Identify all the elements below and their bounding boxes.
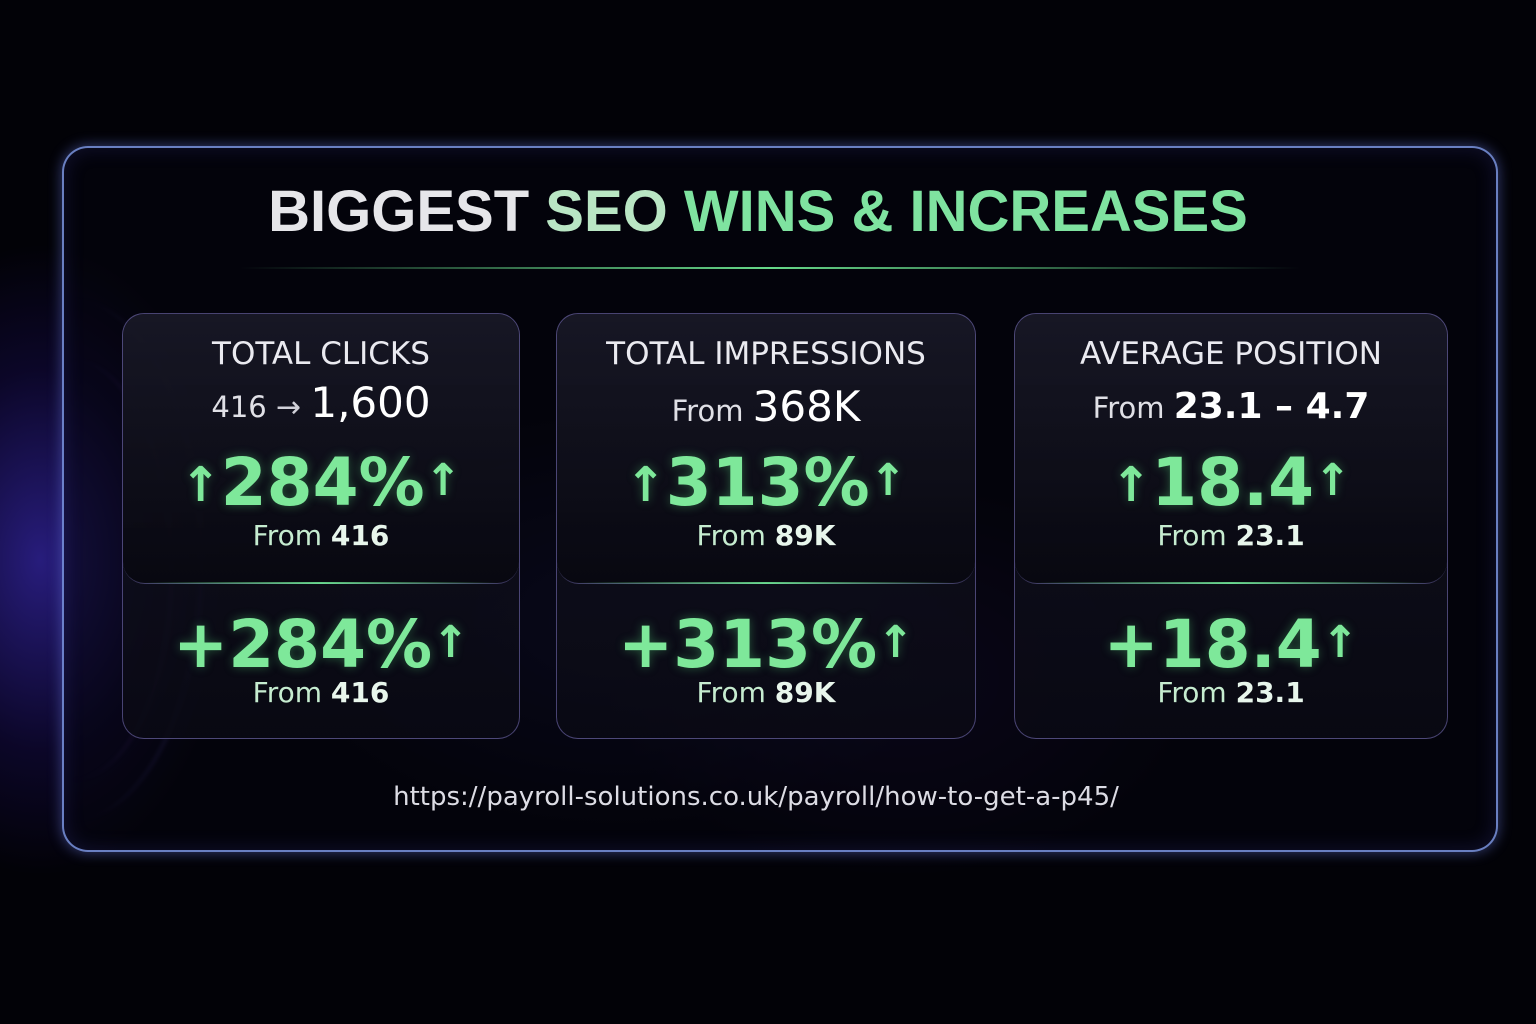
card-label: TOTAL IMPRESSIONS [606,336,926,372]
up-arrow-icon: ↑ [1321,617,1359,668]
top-value: 313% [665,444,870,521]
from-label: From [696,519,766,552]
sub-prefix: From [1092,391,1165,425]
card-divider [1035,582,1427,584]
sub-value: 368K [752,382,861,431]
card-top-from: From 23.1 [1015,519,1447,552]
card-top-section [557,314,975,584]
card-total-clicks: TOTAL CLICKS 416 → 1,600 ↑284%↑ From 416… [122,313,520,739]
title-part-2: SEO [545,179,684,244]
from-label: From [252,676,322,709]
card-subvalue: From 368K [557,382,975,431]
card-top-percent: ↑284%↑ [123,444,519,521]
from-label: From [1157,676,1227,709]
from-value: 89K [774,676,836,709]
card-top-percent: ↑18.4↑ [1015,444,1447,521]
bottom-value: +313% [617,606,878,683]
sub-value: 23.1 – 4.7 [1173,386,1370,427]
from-value: 23.1 [1235,519,1305,552]
from-value: 416 [330,676,390,709]
up-arrow-icon: ↑ [877,617,915,668]
card-subvalue: 416 → 1,600 [123,378,519,427]
card-divider [577,582,955,584]
from-label: From [1157,519,1227,552]
card-top-section [123,314,519,584]
card-bottom-percent: +284%↑ [123,606,519,683]
card-top-from: From 89K [557,519,975,552]
page-url: https://payroll-solutions.co.uk/payroll/… [393,782,1119,812]
title-part-3: WINS & INCREASES [683,179,1248,244]
card-top-section [1015,314,1447,584]
up-arrow-icon: ↑ [1314,455,1351,506]
card-label: AVERAGE POSITION [1079,336,1382,372]
page-title: BIGGEST SEO WINS & INCREASES [0,178,1526,245]
title-underline [240,267,1300,269]
card-bottom-from: From 23.1 [1015,676,1447,709]
card-bottom-percent: +313%↑ [557,606,975,683]
card-top-from: From 416 [123,519,519,552]
card-divider [143,582,499,584]
up-arrow-icon: ↑ [180,457,221,513]
card-bottom-percent: +18.4↑ [1015,606,1447,683]
card-label: TOTAL CLICKS [212,336,430,372]
sub-to-value: 1,600 [310,378,431,427]
sub-from-value: 416 [211,390,267,424]
top-value: 284% [220,444,425,521]
up-arrow-icon: ↑ [432,617,470,668]
from-value: 89K [774,519,836,552]
right-arrow-icon: → [275,390,302,425]
bottom-value: +284% [172,606,433,683]
from-value: 23.1 [1235,676,1305,709]
up-arrow-icon: ↑ [1111,457,1152,513]
from-value: 416 [330,519,390,552]
card-top-percent: ↑313%↑ [557,444,975,521]
from-label: From [696,676,766,709]
card-subvalue: From 23.1 – 4.7 [1015,386,1447,427]
card-bottom-from: From 89K [557,676,975,709]
up-arrow-icon: ↑ [869,455,907,506]
top-value: 18.4 [1151,444,1315,521]
bottom-value: +18.4 [1103,606,1322,683]
from-label: From [252,519,322,552]
card-total-impressions: TOTAL IMPRESSIONS From 368K ↑313%↑ From … [556,313,976,739]
up-arrow-icon: ↑ [625,457,666,513]
up-arrow-icon: ↑ [424,455,462,506]
sub-prefix: From [671,394,744,428]
title-part-1: BIGGEST [268,179,546,244]
card-bottom-from: From 416 [123,676,519,709]
card-average-position: AVERAGE POSITION From 23.1 – 4.7 ↑18.4↑ … [1014,313,1448,739]
